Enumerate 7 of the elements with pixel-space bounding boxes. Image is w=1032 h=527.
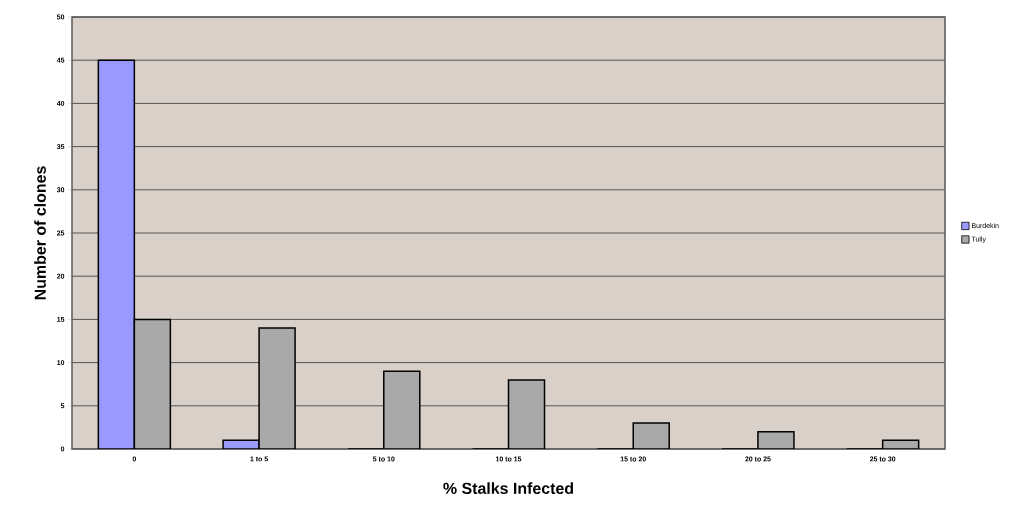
x-axis-title: % Stalks Infected [443, 482, 573, 494]
bar [98, 60, 135, 449]
y-axis-title: Number of clones [34, 166, 46, 300]
bar [383, 370, 421, 449]
bar [258, 327, 296, 449]
bar [134, 319, 171, 449]
bar [507, 379, 546, 449]
